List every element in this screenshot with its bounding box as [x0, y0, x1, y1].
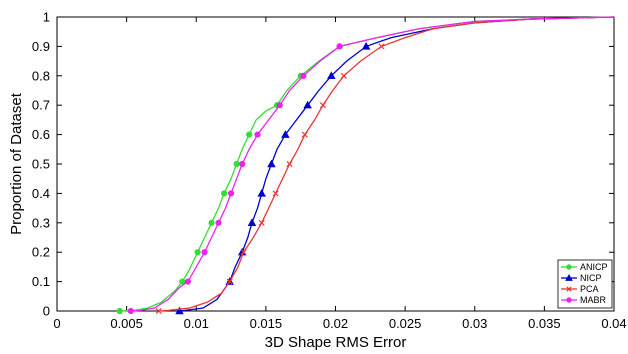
data-point-pca-stroke [319, 102, 326, 109]
data-point-pca [378, 43, 385, 50]
data-point-anicp [194, 249, 201, 256]
y-axis-ticks: 0 0.1 0.2 0.3 0.4 0.5 0.6 0.7 0.8 0.9 1 [32, 10, 614, 319]
y-tick-label: 0.5 [32, 157, 50, 172]
y-tick-label: 0.6 [32, 127, 50, 142]
data-point-pca [272, 190, 279, 197]
legend-label-mabr: MABR [580, 295, 607, 305]
y-axis-title: Proportion of Dataset [8, 92, 25, 235]
legend-marker-nicp [565, 273, 573, 281]
data-point-pca [258, 219, 265, 226]
data-point-pca [301, 131, 308, 138]
plot-area [56, 16, 615, 312]
data-point-anicp [221, 190, 228, 197]
y-tick-label: 0.4 [32, 186, 50, 201]
data-point-pca-stroke [340, 72, 347, 79]
x-tick-label: 0.02 [323, 316, 348, 331]
y-tick-label: 0.8 [32, 68, 50, 83]
data-point-pca [226, 278, 233, 285]
x-tick-label: 0.035 [528, 316, 561, 331]
y-tick-label: 0.1 [32, 274, 50, 289]
data-point-anicp [233, 160, 240, 168]
legend-marker-anicp [566, 264, 572, 270]
data-point-pca-stroke [258, 219, 265, 226]
x-tick-label: 0.01 [184, 316, 209, 331]
data-point-mabr [201, 249, 208, 256]
data-point-mabr [336, 43, 343, 50]
data-point-nicp [303, 100, 312, 109]
x-axis-ticks: 0 0.005 0.01 0.015 0.02 0.025 0.03 0.035 0.04 [53, 17, 627, 331]
series-layer [116, 16, 615, 315]
legend-label-pca: PCA [580, 284, 599, 294]
series-pca [155, 16, 615, 315]
y-tick-label: 0.9 [32, 39, 50, 54]
x-tick-label: 0.025 [389, 316, 422, 331]
x-tick-label: 0.015 [250, 316, 283, 331]
x-tick-label: 0.04 [601, 316, 626, 331]
data-point-mabr [227, 190, 235, 197]
x-tick-label: 0.005 [110, 316, 143, 331]
data-point-mabr [127, 307, 134, 315]
data-point-pca-stroke [240, 249, 247, 256]
legend-marker-mabr [566, 297, 572, 303]
data-point-nicp [267, 159, 276, 168]
data-point-nicp [247, 218, 257, 227]
data-point-pca-stroke [155, 307, 162, 315]
x-axis-title: 3D Shape RMS Error [265, 334, 407, 351]
data-point-mabr [184, 278, 191, 285]
y-tick-label: 0.3 [32, 215, 50, 230]
x-tick-label: 0.03 [462, 316, 487, 331]
y-tick-label: 1 [43, 10, 50, 25]
legend-marker-pca-stroke [566, 286, 572, 292]
legend-label-anicp: ANICP [580, 262, 608, 272]
data-point-pca [340, 72, 347, 79]
data-point-nicp [361, 41, 371, 50]
data-point-mabr [276, 102, 283, 109]
data-point-pca-stroke [226, 278, 233, 285]
data-point-anicp [246, 131, 253, 138]
data-point-mabr [239, 160, 246, 168]
data-point-mabr [300, 72, 307, 79]
data-point-pca [286, 160, 293, 168]
data-point-anicp [208, 219, 215, 226]
data-point-pca-stroke [272, 190, 279, 197]
data-point-nicp [257, 188, 266, 197]
data-point-nicp [327, 71, 336, 80]
data-point-mabr [215, 219, 222, 226]
y-tick-label: 0.2 [32, 245, 50, 260]
data-point-pca [155, 307, 162, 315]
data-point-mabr [254, 131, 261, 138]
y-tick-label: 0 [43, 304, 50, 319]
data-point-pca [319, 102, 326, 109]
data-point-pca-stroke [286, 160, 293, 168]
data-point-pca [240, 249, 247, 256]
data-point-pca-stroke [301, 131, 308, 138]
data-point-nicp [175, 306, 184, 315]
y-tick-label: 0.7 [32, 98, 50, 113]
series-mabr [127, 16, 615, 315]
data-point-nicp [281, 130, 290, 138]
legend-label-nicp: NICP [580, 273, 602, 283]
data-point-anicp [179, 278, 186, 285]
data-point-anicp [116, 307, 123, 315]
data-point-pca-stroke [378, 43, 385, 50]
legend-marker-pca [566, 286, 572, 292]
x-tick-label: 0 [53, 316, 60, 331]
